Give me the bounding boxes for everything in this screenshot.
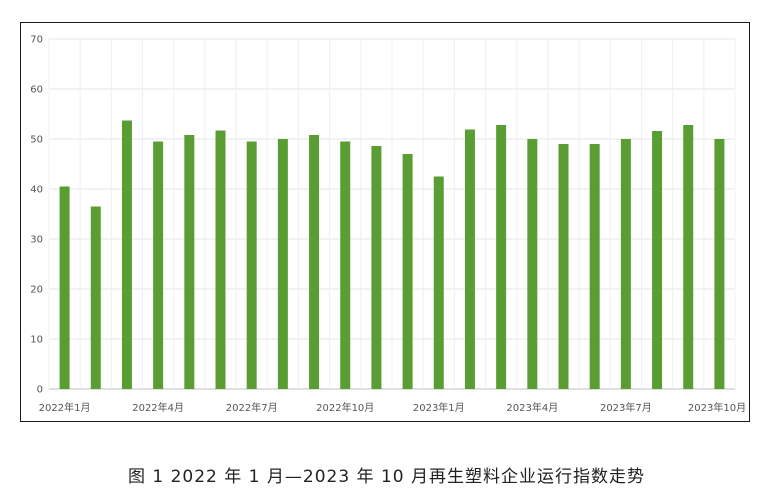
y-tick-label: 60 [30, 85, 43, 96]
bar [683, 125, 694, 389]
y-tick-label: 20 [30, 285, 43, 296]
x-tick-label: 2022年4月 [132, 401, 184, 414]
y-tick-label: 40 [30, 185, 43, 196]
x-tick-label: 2023年1月 [413, 401, 465, 414]
x-axis: 2022年1月 2022年4月 2022年7月 2022年10月 2023年1月 2023… [39, 401, 746, 414]
bar [464, 129, 475, 389]
bar [714, 139, 725, 389]
bar [121, 120, 132, 389]
x-tick-label: 2022年7月 [226, 401, 278, 414]
y-axis: 0 10 20 30 40 50 60 70 [30, 35, 43, 396]
figure-caption: 图 1 2022 年 1 月—2023 年 10 月再生塑料企业运行指数走势 [127, 467, 646, 487]
bar [652, 131, 663, 389]
bar [340, 141, 351, 389]
x-tick-label: 2022年1月 [39, 401, 91, 414]
bar [558, 144, 569, 389]
x-tick-label: 2022年10月 [316, 401, 374, 414]
bar [620, 139, 631, 389]
bar [433, 176, 444, 389]
bar [402, 154, 413, 389]
bar-series [59, 120, 725, 389]
bar [215, 130, 226, 389]
bar [153, 141, 164, 389]
bar [371, 146, 382, 389]
y-tick-label: 0 [37, 385, 43, 396]
bar [589, 144, 600, 389]
bar [246, 141, 257, 389]
bar [527, 139, 538, 389]
bar [90, 206, 101, 389]
bar [309, 135, 320, 389]
x-tick-label: 2023年10月 [688, 401, 746, 414]
grid-layer [48, 38, 736, 390]
bar [184, 135, 195, 389]
y-tick-label: 50 [30, 135, 43, 146]
y-tick-label: 30 [30, 235, 43, 246]
x-tick-label: 2023年7月 [600, 401, 652, 414]
bar [277, 139, 288, 389]
x-tick-label: 2023年4月 [506, 401, 558, 414]
bar [59, 186, 70, 389]
y-tick-label: 10 [30, 335, 43, 346]
y-tick-label: 70 [30, 35, 43, 46]
bar [496, 125, 507, 389]
chart-frame: 0 10 20 30 40 50 60 70 2022年1月 2022年4月 2022年7月 202… [20, 22, 750, 422]
